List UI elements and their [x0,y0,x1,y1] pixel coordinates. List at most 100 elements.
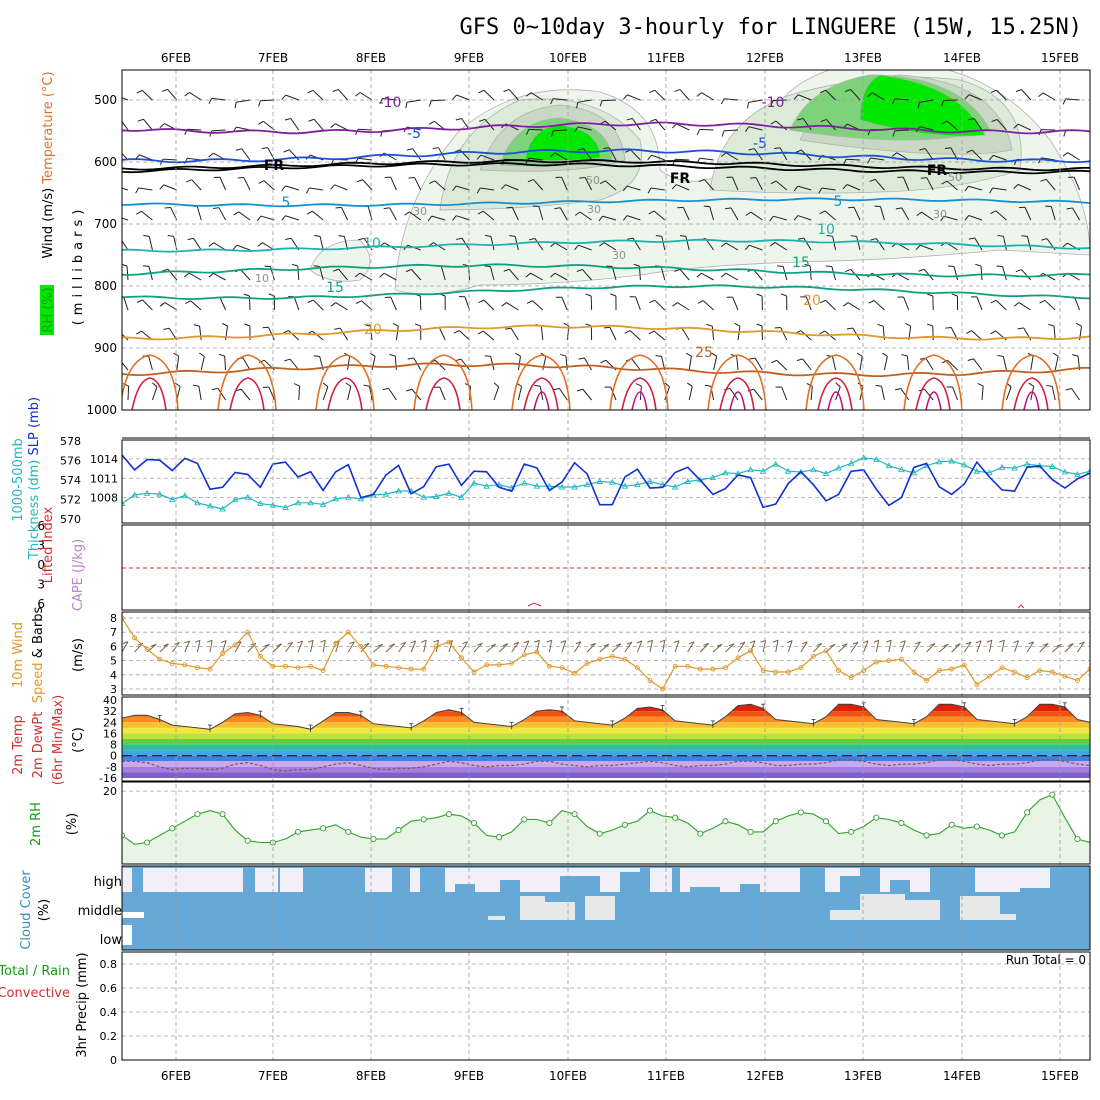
wind-barb [193,324,202,341]
wind-barb [1013,123,1032,131]
wind-barb-shaft [750,211,763,221]
wind-barb-flag [820,118,827,122]
wind-barb-flag [797,237,804,240]
isotherm-loop [805,354,865,410]
wind-barb [598,215,617,222]
wind-barb-flag [744,244,750,251]
cloud-middle-bit [585,896,615,920]
wind-barb-shaft [236,126,251,131]
wind10-barb-flag [659,639,665,643]
slp-line [122,454,1090,509]
wind-barb-flag [819,210,826,215]
wind-barb-flag [137,118,144,122]
wind-tick: 8 [110,612,117,625]
wind10-barb-flag [400,641,406,645]
wind-barb [185,179,202,191]
wind10-label-a: 10m Wind [11,622,26,688]
wind-barb [293,383,301,401]
rh-point [898,819,905,827]
wind-barb [122,333,129,341]
wind-barb-flag [500,184,506,190]
temp-band [122,722,1090,728]
wind-barb [578,357,593,371]
wind-barb-shaft [664,386,670,401]
wind-speed-point [534,649,540,655]
wind-barb-shaft [725,152,739,161]
wind-barb-shaft [240,269,251,281]
wind-barb [306,210,324,221]
wind-barb-flag [649,299,656,304]
wind-speed-point [509,660,515,666]
wind-barb [1062,98,1080,105]
wind-barb-flag [720,152,727,157]
wind-barb-shaft [688,386,693,401]
wind-barb-shaft [779,147,788,161]
wind-barb-shaft [802,358,812,371]
wind-barb-flag [721,130,725,137]
wind-barb-shaft [359,272,373,281]
rh-point [1024,809,1031,816]
lifted-index-mark [527,602,542,607]
wind-barb [770,99,787,107]
slp-tick: 1014 [90,453,118,466]
wind-barb [868,300,885,311]
wind-barb-flag [432,147,439,149]
wind-barb-flag [720,98,725,105]
wind-barb-shaft [773,215,787,221]
wind10-barb [561,640,567,653]
wind-barb-flag [769,242,776,247]
wind-speed-point [961,662,967,668]
wind-barb-flag [977,383,984,387]
thickness-point [307,499,314,506]
thickness-point [571,483,578,490]
cloud-high-clear [445,868,640,892]
wind-barb [122,187,129,191]
wind-barb [622,215,641,221]
wind-barb-flag [745,211,752,216]
wind-barb-flag [159,184,165,190]
wind10-barb [926,643,936,653]
wind-barb-shaft [826,119,836,131]
wind10-barb-flag [502,643,509,647]
wind-barb [235,148,251,161]
wind-barb-flag [484,265,491,267]
wind-barb-flag [990,89,997,94]
wind-speed-point [660,686,666,692]
wind-speed-point [861,668,867,673]
wind-barb [756,293,763,311]
thickness-tick: 574 [60,474,81,487]
wind-barb-shaft [1067,152,1080,161]
wind-barb [404,211,422,221]
wind-barb-flag [664,382,670,388]
wind-barb-flag [769,215,774,222]
wind-barb [749,357,763,371]
thickness-point [156,490,163,497]
wind-barb-shaft [853,207,861,221]
wind-barb-flag [610,293,617,297]
wind-barb-flag [258,180,265,184]
wind-barb-shaft [312,299,324,311]
wind10-barb [750,640,756,653]
wind10-barb-flag [749,640,756,644]
precip-label-axis: 3hr Precip (mm) [75,952,90,1057]
wind-barb-shaft [141,210,153,221]
wind-barb-shaft [981,386,984,401]
wind-barb-shaft [434,180,446,191]
contour-label: 20 [364,322,382,338]
wind-barb [379,97,397,105]
wind-barb-flag [313,355,320,357]
wind-barb-flag [968,237,975,240]
temp-tick: 24 [103,716,117,729]
wind10-barb [511,641,520,653]
rh-point [395,827,402,834]
wind-barb-flag [162,268,169,272]
cloud-label: (%) [37,899,52,922]
wind10-barb-flag [163,643,169,647]
wind-barb-shaft [433,242,446,251]
wind-barb-flag [553,387,560,391]
wind-barb-flag [926,323,933,327]
wind-barb-shaft [431,99,446,102]
thickness-point [583,481,591,488]
wind10-barb [222,640,227,653]
wind-barb [647,187,665,194]
